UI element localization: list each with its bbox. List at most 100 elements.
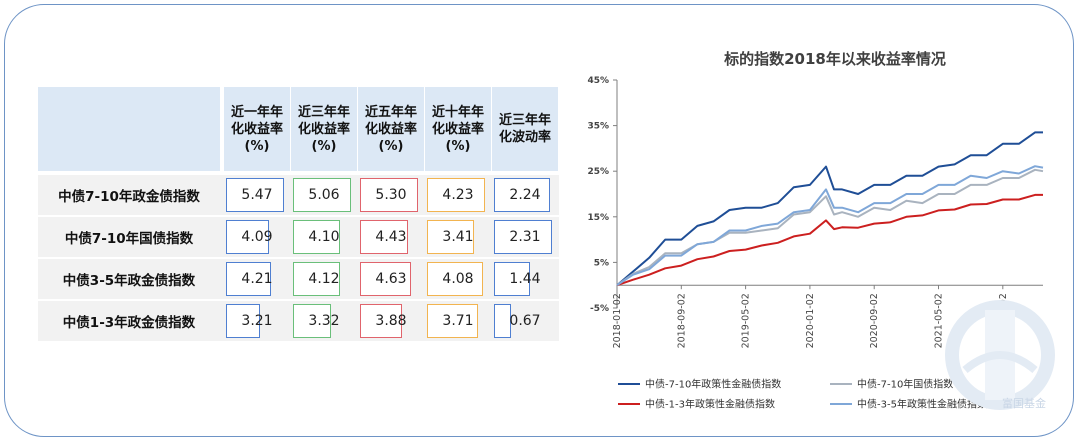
- value-text: 4.43: [375, 229, 407, 245]
- value-cell: 4.12: [291, 259, 357, 299]
- data-bar: [360, 178, 418, 212]
- row-index-name: 中债7-10年国债指数: [38, 217, 220, 257]
- value-cell: 4.09: [224, 217, 290, 257]
- header-cell-5y-return: 近五年年 化收益率 (%): [358, 87, 424, 171]
- value-cell: 3.88: [358, 301, 424, 341]
- data-bar: [226, 262, 271, 296]
- value-text: 5.30: [375, 187, 407, 203]
- value-text: 3.88: [375, 313, 407, 329]
- x-tick-label: 2018-09-02: [676, 293, 687, 348]
- return-line-chart: 标的指数2018年以来收益率情况 -5% 5% 15% 25% 35% 45% 2018-0…: [560, 40, 1060, 420]
- index-return-table: 近一年年 化收益率 (%) 近三年年 化收益率 (%) 近五年年 化收益率 (%…: [38, 87, 559, 341]
- data-bar: [293, 178, 351, 212]
- data-bar: [494, 178, 551, 212]
- value-cell: 4.21: [224, 259, 290, 299]
- value-cell: 5.47: [224, 175, 290, 215]
- value-cell: 3.41: [425, 217, 491, 257]
- data-bar: [427, 178, 485, 212]
- y-tick-label: 45%: [587, 76, 609, 86]
- y-tick-label: -5%: [590, 304, 609, 314]
- chart-svg: -5% 5% 15% 25% 35% 45% 2018-01-02 2018-09-02 201…: [587, 76, 1044, 411]
- legend-label: 中债-7-10年国债指数: [857, 378, 953, 391]
- data-bar: [360, 220, 409, 254]
- value-text: 3.32: [308, 313, 340, 329]
- header-cell-10y-return: 近十年年 化收益率 (%): [425, 87, 491, 171]
- header-corner-cell: [38, 87, 220, 171]
- x-tick-label: 2020-01-02: [805, 293, 816, 348]
- value-cell: 3.32: [291, 301, 357, 341]
- table-body: 中债7-10年政金债指数 5.47 5.06 5.30 4.23 2.24 中债7-10年国…: [38, 175, 559, 341]
- value-text: 1.44: [509, 271, 541, 287]
- series-line: [616, 165, 1044, 287]
- data-bar: [293, 304, 332, 338]
- data-bar: [427, 220, 474, 254]
- value-cell: 4.08: [425, 259, 491, 299]
- row-index-name: 中债3-5年政金债指数: [38, 259, 220, 299]
- value-cell: 3.21: [224, 301, 290, 341]
- table-header-row: 近一年年 化收益率 (%) 近三年年 化收益率 (%) 近五年年 化收益率 (%…: [38, 87, 559, 171]
- value-text: 2.31: [509, 229, 541, 245]
- value-text: 5.47: [241, 187, 273, 203]
- legend-label: 中债-1-3年政策性金融债指数: [645, 398, 775, 411]
- data-bar: [226, 178, 284, 212]
- row-index-name: 中债7-10年政金债指数: [38, 175, 220, 215]
- value-cell: 3.71: [425, 301, 491, 341]
- value-cell: 4.43: [358, 217, 424, 257]
- y-tick-label: 25%: [587, 167, 609, 177]
- data-bar: [293, 220, 340, 254]
- y-tick-label: 5%: [594, 258, 609, 268]
- data-bar: [427, 304, 478, 338]
- value-text: 0.67: [509, 313, 541, 329]
- data-bar: [494, 262, 531, 296]
- y-tick-label: 15%: [587, 213, 609, 223]
- data-bar: [360, 262, 411, 296]
- value-text: 3.71: [442, 313, 474, 329]
- series-line: [616, 131, 1043, 286]
- x-tick-label: 2019-05-02: [741, 293, 752, 348]
- data-bar: [226, 304, 261, 338]
- x-tick-label: 2018-01-02: [612, 293, 623, 348]
- value-text: 4.09: [241, 229, 273, 245]
- data-bar: [360, 304, 403, 338]
- data-bar: [226, 220, 270, 254]
- value-cell: 1.44: [492, 259, 558, 299]
- table-row: 中债3-5年政金债指数 4.21 4.12 4.63 4.08 1.44: [38, 259, 559, 299]
- legend-label: 中债-3-5年政策性金融债指数: [857, 398, 987, 411]
- value-text: 4.08: [442, 271, 474, 287]
- x-tick-label: 2021-05-02: [934, 293, 945, 348]
- value-cell: 2.31: [492, 217, 558, 257]
- table-row: 中债1-3年政金债指数 3.21 3.32 3.88 3.71 0.67: [38, 301, 559, 341]
- data-bar: [494, 220, 552, 254]
- value-text: 3.41: [442, 229, 474, 245]
- value-text: 4.21: [241, 271, 273, 287]
- value-text: 4.12: [308, 271, 340, 287]
- value-cell: 5.30: [358, 175, 424, 215]
- header-cell-3y-return: 近三年年 化收益率 (%): [291, 87, 357, 171]
- series-line: [616, 168, 1044, 287]
- value-cell: 4.23: [425, 175, 491, 215]
- x-tick-label: 2020-09-02: [869, 293, 880, 348]
- value-text: 5.06: [308, 187, 340, 203]
- value-text: 4.10: [308, 229, 340, 245]
- value-cell: 4.63: [358, 259, 424, 299]
- data-bar: [293, 262, 341, 296]
- value-text: 4.23: [442, 187, 474, 203]
- value-cell: 0.67: [492, 301, 558, 341]
- value-text: 4.63: [375, 271, 407, 287]
- value-cell: 5.06: [291, 175, 357, 215]
- header-cell-3y-volatility: 近三年年 化波动率: [492, 87, 558, 171]
- value-text: 3.21: [241, 313, 273, 329]
- data-bar: [494, 304, 511, 338]
- value-cell: 2.24: [492, 175, 558, 215]
- y-tick-label: 35%: [587, 122, 609, 132]
- brand-logo-watermark: [945, 300, 1055, 410]
- table-row: 中债7-10年国债指数 4.09 4.10 4.43 3.41 2.31: [38, 217, 559, 257]
- row-index-name: 中债1-3年政金债指数: [38, 301, 220, 341]
- legend-label: 中债-7-10年政策性金融债指数: [645, 378, 781, 391]
- series-line: [616, 193, 1043, 287]
- brand-watermark-text: 富国基金: [1002, 397, 1046, 410]
- value-text: 2.24: [509, 187, 541, 203]
- header-cell-1y-return: 近一年年 化收益率 (%): [224, 87, 290, 171]
- value-cell: 4.10: [291, 217, 357, 257]
- chart-title: 标的指数2018年以来收益率情况: [724, 50, 946, 68]
